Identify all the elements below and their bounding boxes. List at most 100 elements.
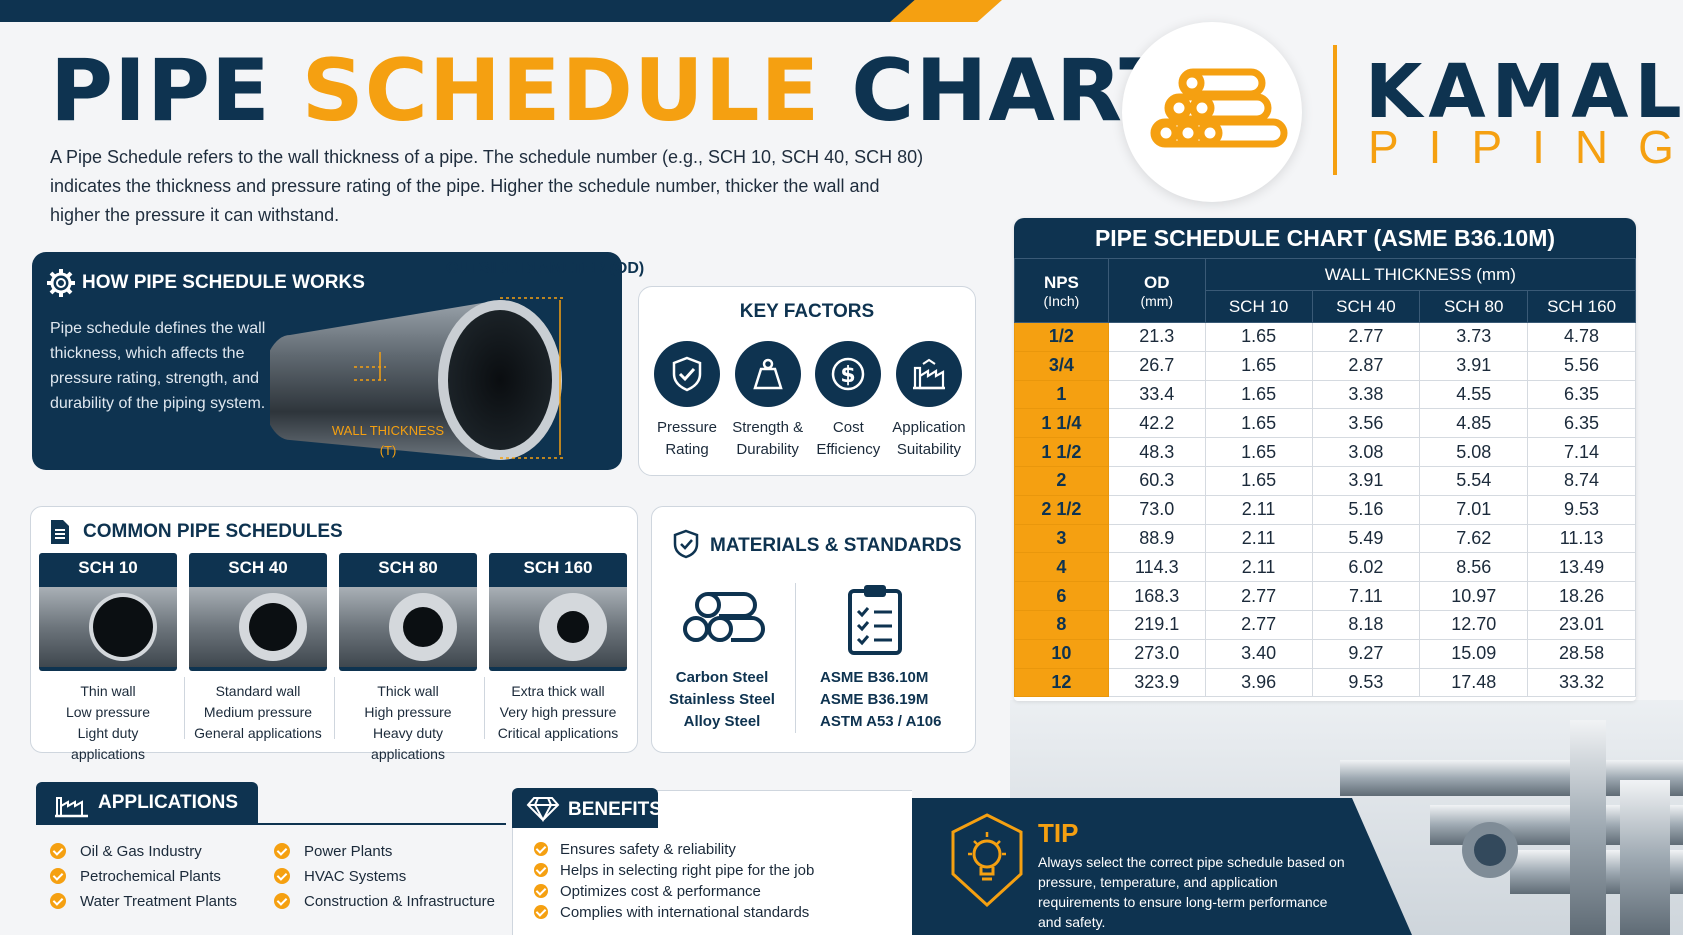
nps-cell: 3 — [1014, 523, 1109, 554]
schedule-card-sch160: SCH 160 Extra thick wall Very high pressu… — [489, 553, 627, 744]
list-item: Oil & Gas Industry — [50, 842, 274, 860]
factor-application-suitability: Application Suitability — [889, 341, 969, 461]
wall-thickness-cell: 2.11 — [1204, 494, 1313, 525]
shield-check-icon — [654, 341, 720, 407]
wall-thickness-cell: 6.02 — [1311, 552, 1421, 583]
table-row: 1 1/2 48.3 1.65 3.08 5.08 7.14 — [1014, 437, 1636, 467]
table-row: 8 219.1 2.77 8.18 12.70 23.01 — [1014, 609, 1636, 640]
wall-thickness-cell: 10.97 — [1419, 581, 1529, 611]
table-row: 12 323.9 3.96 9.53 17.48 33.32 — [1014, 667, 1636, 698]
schedule-card-sch80: SCH 80 Thick wall High pressure Heavy duty… — [339, 553, 477, 765]
od-cell: 48.3 — [1107, 437, 1206, 467]
wall-thickness-cell: 4.78 — [1527, 322, 1636, 352]
nps-cell: 8 — [1014, 609, 1109, 640]
sch10-header: SCH 10 — [1204, 290, 1313, 323]
shield-check-icon — [673, 529, 699, 559]
wall-thickness-cell: 2.87 — [1311, 350, 1421, 381]
od-cell: 219.1 — [1107, 609, 1206, 640]
wall-thickness-cell: 4.55 — [1419, 379, 1529, 410]
dollar-icon: $ — [815, 341, 882, 407]
thin-wall-pipe-icon — [39, 587, 177, 667]
table-row: 1/2 21.3 1.65 2.77 3.73 4.78 — [1014, 322, 1636, 352]
stacked-pipes-icon — [1150, 68, 1288, 148]
common-schedules-title: COMMON PIPE SCHEDULES — [83, 521, 343, 542]
list-item: Petrochemical Plants — [50, 867, 274, 885]
check-icon — [50, 843, 66, 859]
wall-thickness-cell: 1.65 — [1204, 408, 1313, 439]
wall-thickness-cell: 3.91 — [1311, 465, 1421, 496]
wall-thickness-cell: 1.65 — [1204, 322, 1313, 352]
wall-thickness-cell: 4.85 — [1419, 408, 1529, 439]
wall-thickness-cell: 5.56 — [1527, 350, 1636, 381]
wall-thickness-cell: 7.11 — [1311, 581, 1421, 611]
check-icon — [534, 884, 548, 898]
tip-title: TIP — [1038, 818, 1079, 848]
list-item: Construction & Infrastructure — [274, 892, 514, 910]
how-description: Pipe schedule defines the wall thickness… — [50, 320, 266, 412]
wall-thickness-label: WALL THICKNESS (T) — [331, 423, 445, 458]
od-cell: 88.9 — [1107, 523, 1206, 554]
sch80-header: SCH 80 — [1419, 290, 1529, 323]
nps-cell: 2 — [1014, 465, 1109, 496]
wall-thickness-cell: 9.53 — [1527, 494, 1636, 525]
list-item: Power Plants — [274, 842, 514, 860]
logo-badge — [1122, 22, 1302, 202]
table-row: 10 273.0 3.40 9.27 15.09 28.58 — [1014, 638, 1636, 669]
wall-thickness-cell: 1.65 — [1204, 437, 1313, 467]
wall-thickness-cell: 3.08 — [1311, 437, 1421, 467]
sch40-header: SCH 40 — [1311, 290, 1421, 323]
pipe-schedule-table: PIPE SCHEDULE CHART (ASME B36.10M) NPS (I… — [1014, 218, 1636, 701]
applications-list: Oil & Gas Industry Power Plants Petroche… — [50, 842, 514, 910]
schedule-name: SCH 160 — [523, 558, 593, 577]
wall-thickness-cell: 9.53 — [1311, 667, 1421, 698]
check-icon — [50, 868, 66, 884]
common-schedules-panel: COMMON PIPE SCHEDULES SCH 10 Thin wall Lo… — [30, 506, 638, 762]
nps-cell: 10 — [1014, 638, 1109, 669]
factory-icon — [55, 797, 88, 818]
nps-cell: 6 — [1014, 581, 1109, 611]
sch160-header: SCH 160 — [1527, 290, 1636, 323]
wall-thickness-cell: 3.91 — [1419, 350, 1529, 381]
od-cell: 21.3 — [1107, 322, 1206, 352]
document-icon — [51, 520, 69, 544]
top-bar — [0, 0, 1000, 22]
nps-cell: 3/4 — [1014, 350, 1109, 381]
wall-thickness-cell: 3.38 — [1311, 379, 1421, 410]
wall-thickness-cell: 2.77 — [1204, 609, 1313, 640]
wall-thickness-cell: 6.35 — [1527, 379, 1636, 410]
od-cell: 73.0 — [1107, 494, 1206, 525]
od-cell: 42.2 — [1107, 408, 1206, 439]
od-cell: 114.3 — [1107, 552, 1206, 583]
wall-thickness-cell: 5.54 — [1419, 465, 1529, 496]
wall-thickness-cell: 7.01 — [1419, 494, 1529, 525]
schedule-card-sch40: SCH 40 Standard wall Medium pressure Gener… — [189, 553, 327, 744]
table-row: 6 168.3 2.77 7.11 10.97 18.26 — [1014, 581, 1636, 611]
wall-thickness-cell: 1.65 — [1204, 350, 1313, 381]
wall-thickness-cell: 1.65 — [1204, 379, 1313, 410]
nps-header: NPS (Inch) — [1014, 258, 1109, 323]
extra-thick-wall-pipe-icon — [489, 587, 627, 667]
benefits-title: BENEFITS — [568, 799, 662, 820]
wall-thickness-cell: 8.74 — [1527, 465, 1636, 496]
factory-icon — [895, 341, 962, 407]
nps-cell: 12 — [1014, 667, 1109, 698]
wall-thickness-cell: 3.96 — [1204, 667, 1313, 698]
check-icon — [534, 905, 548, 919]
od-cell: 26.7 — [1107, 350, 1206, 381]
materials-title: MATERIALS & STANDARDS — [710, 535, 962, 556]
wall-thickness-cell: 8.56 — [1419, 552, 1529, 583]
wall-thickness-cell: 7.62 — [1419, 523, 1529, 554]
diamond-icon — [526, 797, 560, 822]
how-title: HOW PIPE SCHEDULE WORKS — [82, 272, 365, 293]
pipe-cross-section-illustration — [270, 297, 566, 460]
applications-title: APPLICATIONS — [98, 792, 239, 813]
standards-list: ASME B36.10M ASME B36.19M ASTM A53 / A106 — [820, 669, 942, 730]
wall-thickness-cell: 2.77 — [1311, 322, 1421, 352]
clipboard-checklist-icon — [848, 585, 902, 655]
wall-thickness-cell: 9.27 — [1311, 638, 1421, 669]
list-item: HVAC Systems — [274, 867, 514, 885]
wall-thickness-cell: 5.16 — [1311, 494, 1421, 525]
wall-thickness-cell: 12.70 — [1419, 609, 1529, 640]
od-label: OUTSIDE DIAMETER (OD) — [446, 260, 645, 277]
table-row: 1 1/4 42.2 1.65 3.56 4.85 6.35 — [1014, 408, 1636, 439]
